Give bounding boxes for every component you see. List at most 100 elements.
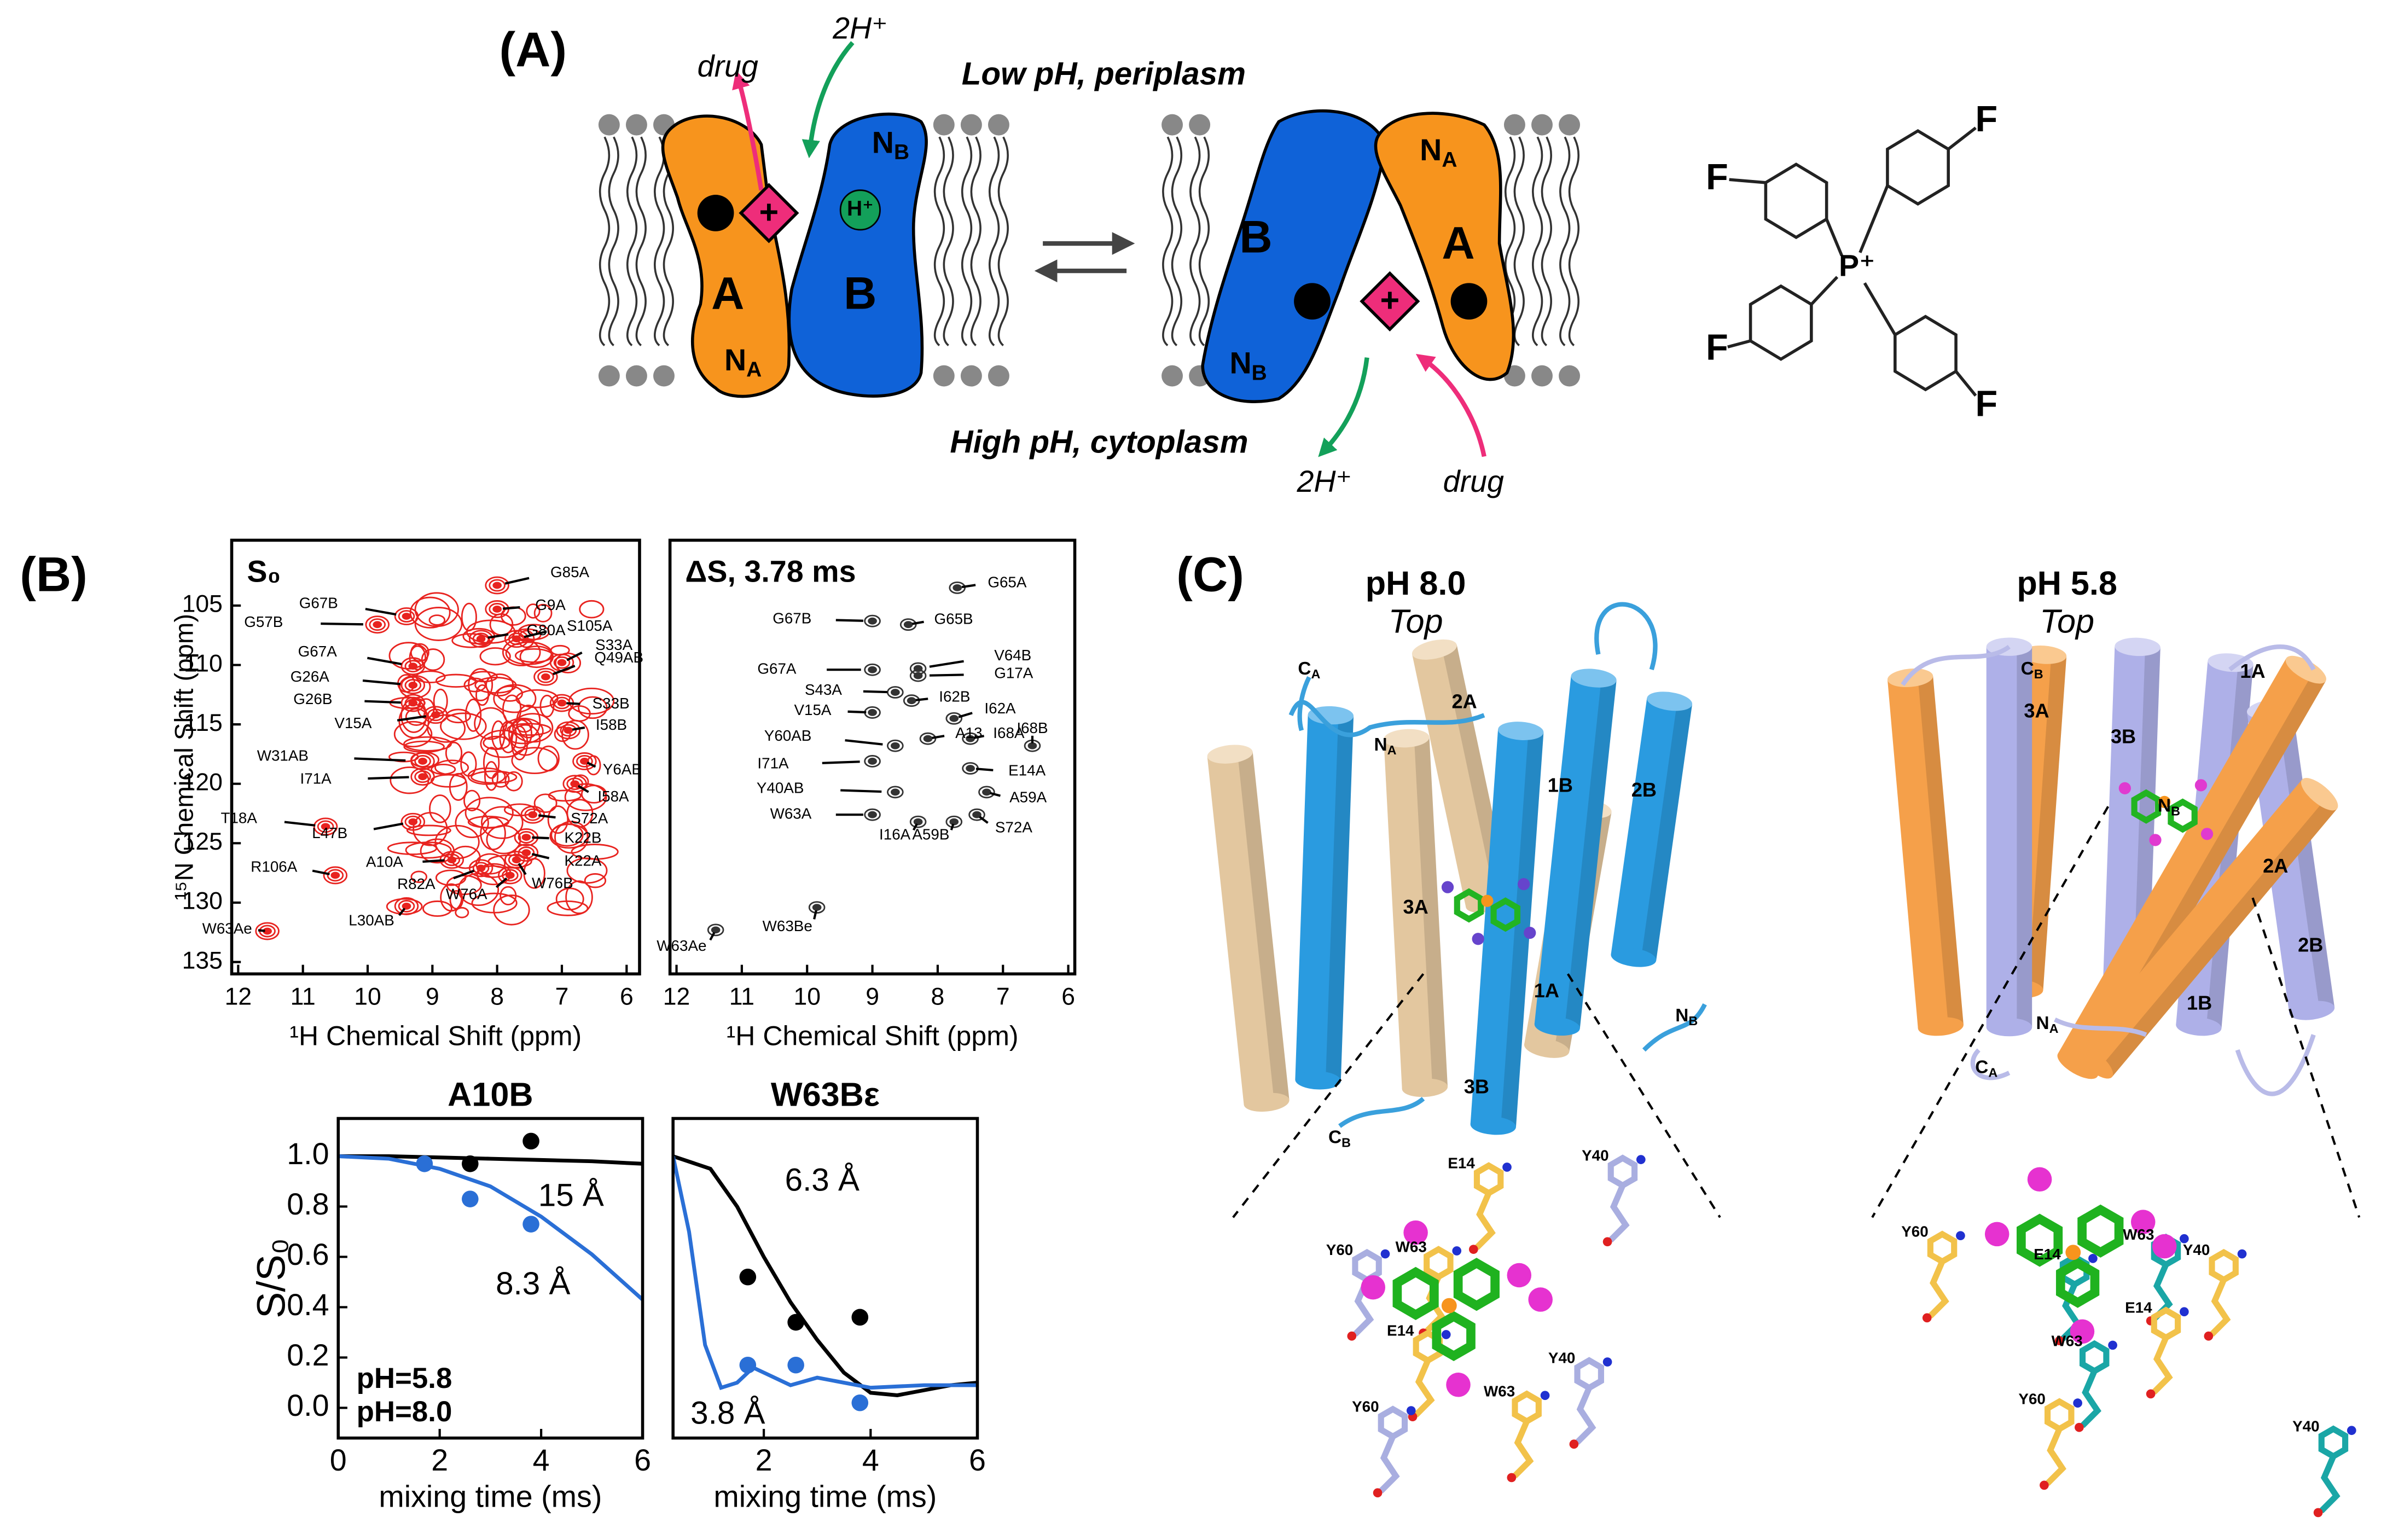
charge-sign: + [1380, 282, 1399, 319]
helix-body [1207, 752, 1290, 1105]
fit-curve [673, 1155, 978, 1390]
peak [512, 856, 521, 864]
loop [2054, 1017, 2147, 1037]
x-tick-label: 11 [291, 983, 316, 1010]
peak-label: I62B [939, 688, 970, 705]
residue-label: Y40 [1548, 1349, 1575, 1366]
helix-end [2057, 1051, 2098, 1079]
peak-contour [572, 752, 597, 770]
subunit-label: B [1239, 211, 1272, 263]
x-tick-label: 2 [431, 1443, 448, 1477]
lipid-tail [1162, 136, 1174, 346]
peak [447, 856, 457, 864]
nitrogen [1441, 1330, 1451, 1339]
leader-line [373, 822, 404, 830]
contour [406, 824, 451, 836]
nitrogen [1452, 1246, 1462, 1256]
helix-label: 2B [1631, 778, 1657, 801]
phosphorus: P⁺ [1839, 248, 1875, 282]
peak-contour [404, 660, 422, 673]
contour [579, 600, 605, 619]
peak-label: R106A [251, 858, 297, 875]
peak-contour [502, 869, 519, 882]
peak-contour [504, 630, 529, 648]
contour [516, 704, 541, 739]
peak-contour [864, 755, 881, 768]
peak [408, 663, 418, 670]
peak [476, 864, 486, 872]
contour [409, 596, 451, 629]
fluorine-atom [1403, 1220, 1428, 1245]
nitrogen [1956, 1231, 1965, 1241]
peak-contour [400, 812, 426, 831]
x-tick-label: 0 [330, 1443, 347, 1477]
y-tick-label: 0.8 [287, 1187, 329, 1221]
fit-curve [673, 1154, 978, 1397]
lipid-tail [1541, 136, 1552, 346]
contour [463, 789, 481, 812]
peak-label: W76B [532, 875, 573, 892]
peak-label: A59A [1009, 788, 1047, 805]
phosphorus-atom [2065, 1245, 2081, 1260]
contour [484, 761, 499, 791]
oxygen [1347, 1331, 1357, 1341]
contour [430, 774, 467, 788]
peak-contour [514, 844, 539, 862]
helix-shade [2028, 655, 2067, 991]
side-chain [1413, 1359, 1435, 1417]
contour [388, 642, 428, 670]
helix-end [1295, 1071, 1341, 1090]
legend-entry: pH=8.0 [357, 1396, 452, 1428]
helix-cap [1207, 745, 1253, 764]
peak-contour [489, 579, 506, 592]
peak-contour [808, 901, 826, 914]
peak-contour [864, 614, 881, 627]
contour [421, 648, 445, 671]
helix-shade [1501, 731, 1544, 1128]
leader-line [975, 768, 994, 771]
data-point [522, 1216, 539, 1233]
lipid-head [1559, 365, 1581, 387]
spectrum-title: ΔS, 3.78 ms [685, 554, 856, 588]
contour [479, 647, 511, 666]
fit-curve [338, 1154, 643, 1301]
helix-body [1887, 676, 1964, 1029]
peak-contour [472, 632, 490, 646]
ring [1607, 1154, 1638, 1189]
condition-label: Low pH, periplasm [962, 56, 1246, 92]
terminus-label: NB [2158, 795, 2180, 818]
terminus-label: NB [1229, 346, 1267, 385]
x-axis-label: ¹H Chemical Shift (ppm) [727, 1020, 1019, 1051]
helix-cap [2301, 778, 2338, 811]
leader-line [577, 784, 589, 793]
contour [455, 807, 489, 839]
helix-body [1295, 714, 1354, 1082]
peak-contour [472, 862, 490, 875]
side-chain [1378, 1435, 1400, 1493]
fluorine: F [1975, 99, 1997, 140]
ring [1574, 1357, 1604, 1392]
peak-label: E14A [1008, 762, 1046, 778]
peak-label: A13 [955, 724, 982, 741]
proton-text: H⁺ [847, 197, 874, 220]
x-tick-label: 8 [931, 983, 945, 1010]
terminus-label-sub: A [746, 358, 762, 382]
fluorine: F [1706, 327, 1728, 368]
contour [469, 671, 498, 683]
fluorine-atom [1524, 927, 1536, 939]
peak-contour [962, 732, 979, 745]
peak-contour [945, 712, 963, 725]
leader-line [958, 712, 973, 718]
peak-label: I58B [596, 716, 627, 733]
contour [500, 886, 517, 905]
contour [511, 747, 558, 774]
peak [408, 682, 418, 689]
helix-label: 2A [1452, 690, 1477, 713]
lipid-tail [599, 136, 611, 346]
peak-label: S72A [571, 810, 608, 827]
peak [476, 635, 486, 643]
peak-contour [468, 630, 493, 648]
peak-label: S105A [567, 617, 613, 634]
contour [548, 789, 582, 802]
